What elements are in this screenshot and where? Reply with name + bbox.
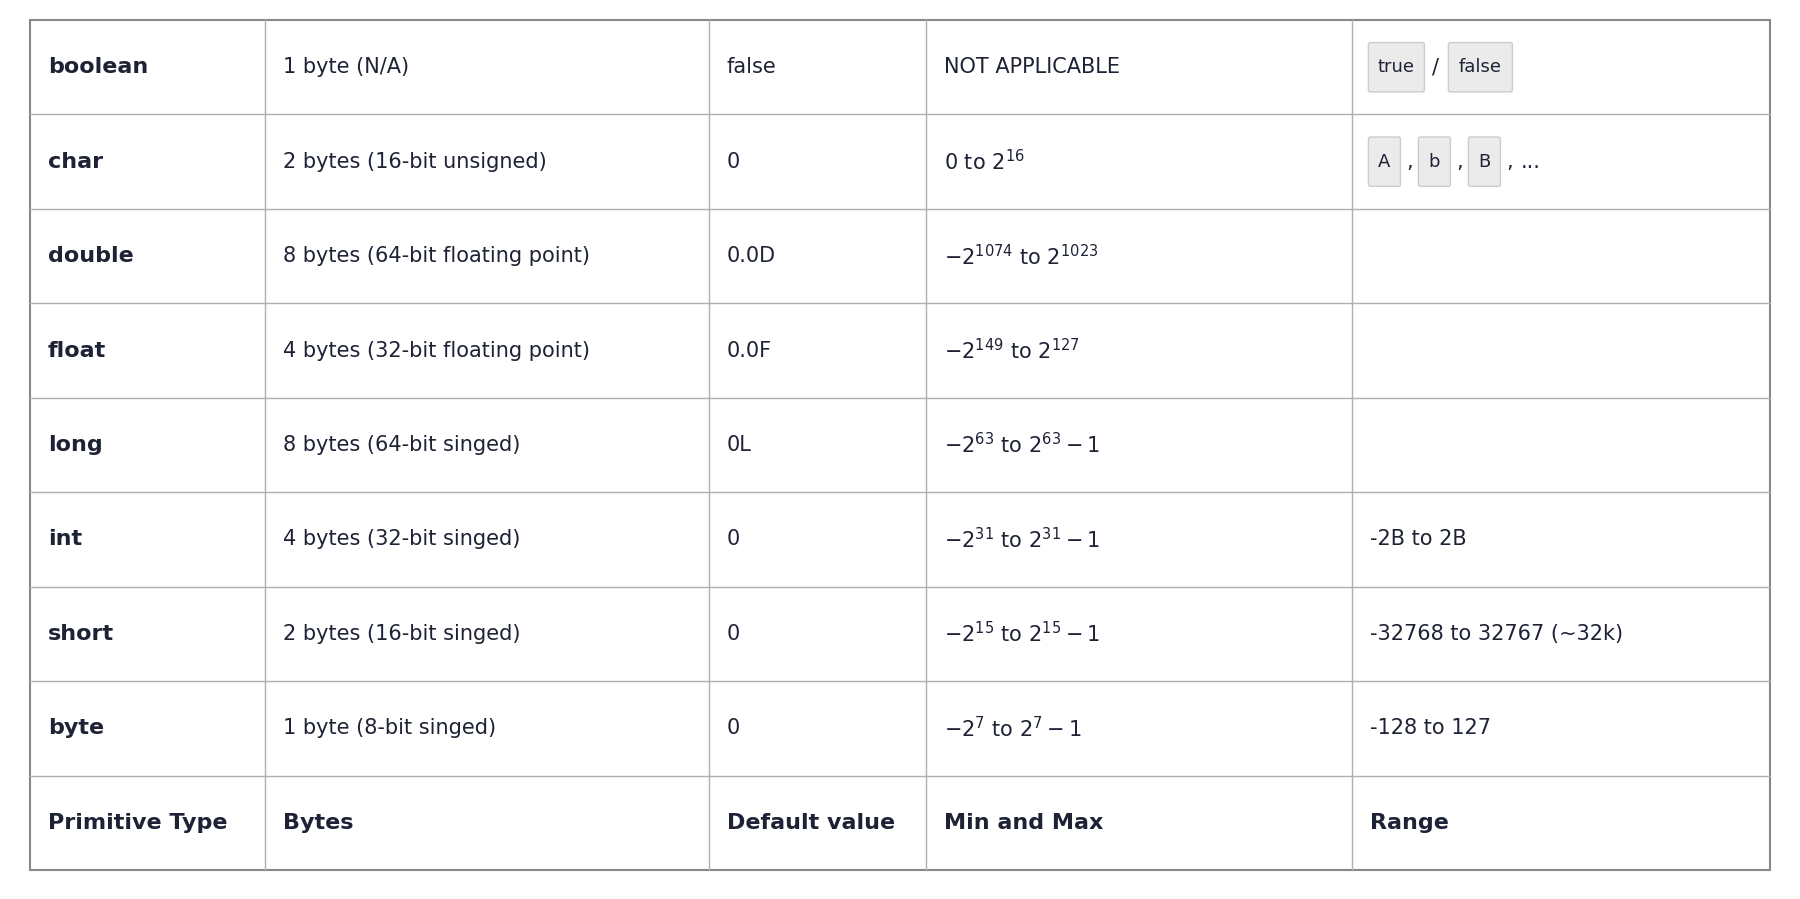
Text: ,: , — [1406, 152, 1413, 172]
Text: b: b — [1429, 153, 1440, 171]
Text: $-2^{1074}$ to $2^{1023}$: $-2^{1074}$ to $2^{1023}$ — [943, 244, 1098, 269]
Text: Bytes: Bytes — [283, 813, 353, 832]
Text: byte: byte — [49, 718, 104, 738]
Bar — [31, 493, 1769, 587]
FancyBboxPatch shape — [1368, 42, 1424, 92]
Text: -128 to 127: -128 to 127 — [1370, 718, 1492, 738]
Text: 0: 0 — [727, 718, 740, 738]
Text: 1 byte (N/A): 1 byte (N/A) — [283, 58, 409, 77]
FancyBboxPatch shape — [1449, 42, 1512, 92]
Text: 1 byte (8-bit singed): 1 byte (8-bit singed) — [283, 718, 497, 738]
Text: Default value: Default value — [727, 813, 895, 832]
Text: ,: , — [1507, 152, 1514, 172]
Text: $-2^{15}$ to $2^{15} - 1$: $-2^{15}$ to $2^{15} - 1$ — [943, 621, 1100, 646]
Text: 0: 0 — [727, 624, 740, 644]
Bar — [31, 209, 1769, 303]
Text: 0L: 0L — [727, 435, 751, 455]
Text: Primitive Type: Primitive Type — [49, 813, 227, 832]
FancyBboxPatch shape — [1418, 137, 1451, 186]
Text: -32768 to 32767 (~32k): -32768 to 32767 (~32k) — [1370, 624, 1624, 644]
Text: int: int — [49, 530, 83, 549]
Text: 0: 0 — [727, 152, 740, 172]
Text: false: false — [727, 58, 776, 77]
Text: $-2^{7}$ to $2^{7} - 1$: $-2^{7}$ to $2^{7} - 1$ — [943, 716, 1082, 741]
FancyBboxPatch shape — [1469, 137, 1501, 186]
Text: 0: 0 — [727, 530, 740, 549]
Bar — [31, 397, 1769, 493]
Text: A: A — [1379, 153, 1391, 171]
Text: true: true — [1379, 58, 1415, 76]
Text: 2 bytes (16-bit unsigned): 2 bytes (16-bit unsigned) — [283, 152, 547, 172]
Text: long: long — [49, 435, 103, 455]
Text: float: float — [49, 341, 106, 360]
Text: 2 bytes (16-bit singed): 2 bytes (16-bit singed) — [283, 624, 520, 644]
Text: ,: , — [1456, 152, 1463, 172]
Text: $-2^{63}$ to $2^{63} - 1$: $-2^{63}$ to $2^{63} - 1$ — [943, 432, 1100, 458]
Text: Min and Max: Min and Max — [943, 813, 1103, 832]
Text: -2B to 2B: -2B to 2B — [1370, 530, 1467, 549]
Text: 4 bytes (32-bit floating point): 4 bytes (32-bit floating point) — [283, 341, 590, 360]
Text: 0 to $2^{16}$: 0 to $2^{16}$ — [943, 149, 1024, 174]
Text: 4 bytes (32-bit singed): 4 bytes (32-bit singed) — [283, 530, 520, 549]
Text: 0.0D: 0.0D — [727, 246, 776, 266]
Text: boolean: boolean — [49, 58, 148, 77]
Text: 8 bytes (64-bit floating point): 8 bytes (64-bit floating point) — [283, 246, 590, 266]
Text: short: short — [49, 624, 113, 644]
Text: B: B — [1478, 153, 1490, 171]
Text: $-2^{31}$ to $2^{31} - 1$: $-2^{31}$ to $2^{31} - 1$ — [943, 527, 1100, 552]
Text: /: / — [1433, 58, 1440, 77]
Text: char: char — [49, 152, 103, 172]
FancyBboxPatch shape — [1368, 137, 1400, 186]
Bar — [31, 776, 1769, 870]
Text: NOT APPLICABLE: NOT APPLICABLE — [943, 58, 1120, 77]
Text: false: false — [1458, 58, 1501, 76]
Bar — [31, 20, 1769, 114]
Bar — [31, 587, 1769, 681]
Bar — [31, 681, 1769, 776]
Text: Range: Range — [1370, 813, 1449, 832]
Text: 8 bytes (64-bit singed): 8 bytes (64-bit singed) — [283, 435, 520, 455]
Text: $-2^{149}$ to $2^{127}$: $-2^{149}$ to $2^{127}$ — [943, 338, 1080, 363]
Bar — [31, 114, 1769, 209]
Text: ...: ... — [1521, 152, 1541, 172]
Text: double: double — [49, 246, 133, 266]
Bar — [31, 303, 1769, 397]
Text: 0.0F: 0.0F — [727, 341, 772, 360]
